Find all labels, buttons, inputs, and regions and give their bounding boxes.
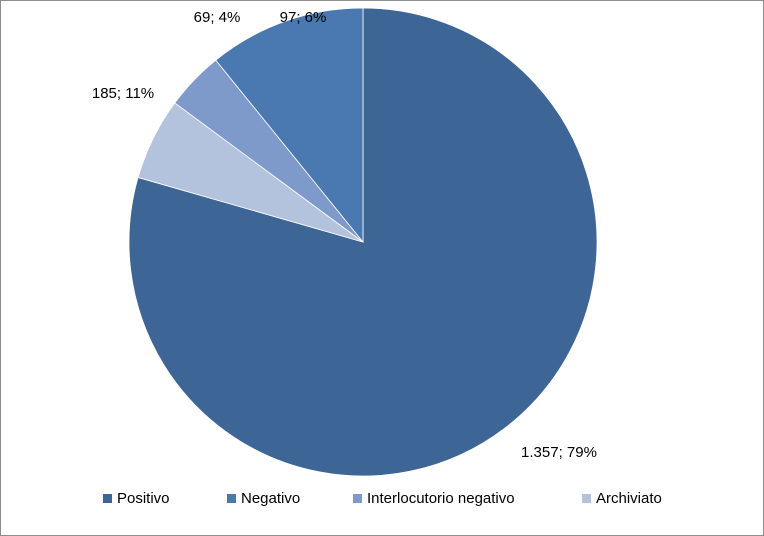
legend-label-interlocutorio-negativo: Interlocutorio negativo [367, 489, 515, 507]
data-label-archiviato: 97; 6% [280, 9, 327, 26]
legend-swatch-interlocutorio-negativo [353, 493, 362, 503]
legend-item-archiviato: Archiviato [582, 487, 662, 509]
legend-swatch-negativo [227, 493, 236, 503]
legend-swatch-archiviato [582, 493, 591, 503]
legend-item-negativo: Negativo [227, 487, 300, 509]
legend-swatch-positivo [103, 493, 112, 503]
data-label-negativo: 185; 11% [92, 85, 154, 102]
legend-item-positivo: Positivo [103, 487, 170, 509]
legend-label-archiviato: Archiviato [596, 489, 662, 507]
data-label-positivo: 1.357; 79% [521, 444, 597, 461]
legend-item-interlocutorio-negativo: Interlocutorio negativo [353, 487, 515, 509]
pie-slice-negativo [215, 7, 364, 244]
legend: Positivo Negativo Interlocutorio negativ… [1, 487, 763, 509]
legend-label-negativo: Negativo [241, 489, 301, 507]
data-label-interlocutorio-negativo: 69; 4% [194, 9, 241, 26]
legend-label-positivo: Positivo [117, 489, 170, 507]
